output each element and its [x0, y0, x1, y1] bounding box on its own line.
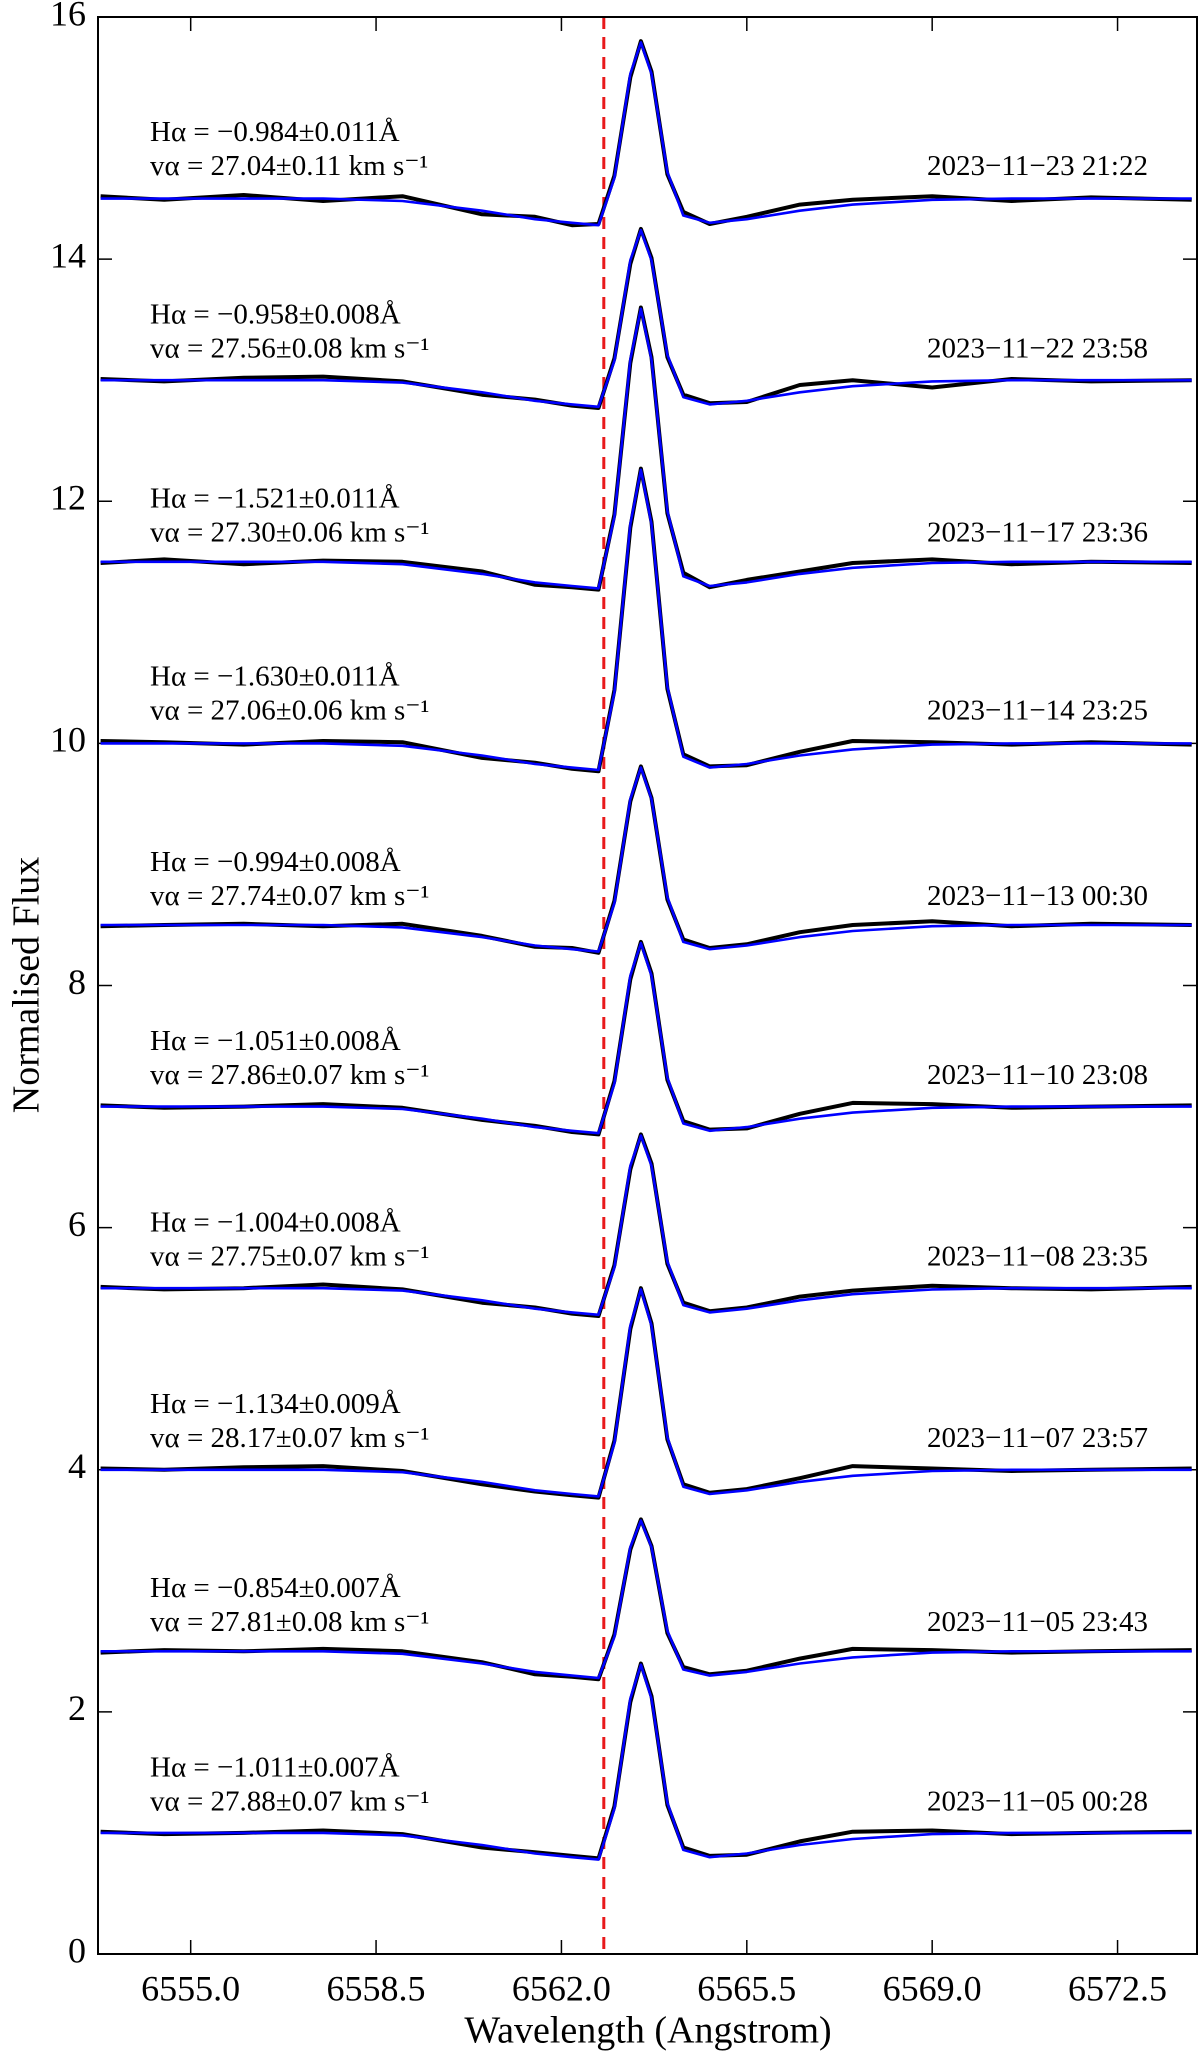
h-alpha-label: Hα = −1.051±0.008Å [150, 1025, 401, 1057]
x-tick-label: 6555.0 [141, 1968, 240, 2008]
model-fit [100, 1288, 1192, 1498]
date-label: 2023−11−14 23:25 [927, 695, 1148, 727]
h-alpha-label: Hα = −1.521±0.011Å [150, 483, 400, 515]
model-fit [100, 1519, 1192, 1680]
date-label: 2023−11−23 21:22 [927, 150, 1148, 182]
v-alpha-label: vα = 27.74±0.07 km s⁻¹ [150, 880, 429, 912]
date-label: 2023−11−07 23:57 [927, 1422, 1148, 1454]
v-alpha-label: vα = 27.86±0.07 km s⁻¹ [150, 1059, 429, 1091]
model-fit [100, 307, 1192, 590]
h-alpha-label: Hα = −1.004±0.008Å [150, 1207, 401, 1239]
y-tick-label: 0 [68, 1930, 86, 1970]
y-tick-label: 14 [50, 235, 86, 275]
model-fit [100, 1663, 1192, 1861]
h-alpha-label: Hα = −0.984±0.011Å [150, 116, 400, 148]
date-label: 2023−11−13 00:30 [927, 880, 1148, 912]
y-tick-label: 4 [68, 1446, 86, 1486]
model-fit [100, 1134, 1192, 1317]
date-label: 2023−11−05 23:43 [927, 1606, 1148, 1638]
y-tick-label: 6 [68, 1204, 86, 1244]
x-axis-label: Wavelength (Angstrom) [464, 2010, 831, 2052]
v-alpha-label: vα = 27.56±0.08 km s⁻¹ [150, 333, 429, 365]
x-tick-label: 6558.5 [327, 1968, 426, 2008]
date-label: 2023−11−17 23:36 [927, 517, 1148, 549]
v-alpha-label: vα = 27.75±0.07 km s⁻¹ [150, 1241, 429, 1273]
y-axis-label: Normalised Flux [6, 857, 48, 1113]
model-fit [100, 468, 1192, 772]
y-tick-label: 10 [50, 720, 86, 760]
h-alpha-label: Hα = −0.958±0.008Å [150, 299, 401, 331]
model-fit [100, 41, 1192, 227]
model-fit [100, 941, 1192, 1135]
h-alpha-label: Hα = −1.630±0.011Å [150, 661, 400, 693]
date-label: 2023−11−05 00:28 [927, 1785, 1148, 1817]
y-tick-label: 2 [68, 1688, 86, 1728]
h-alpha-label: Hα = −0.854±0.007Å [150, 1572, 401, 1604]
v-alpha-label: vα = 27.30±0.06 km s⁻¹ [150, 517, 429, 549]
plot-frame [97, 16, 1198, 1955]
h-alpha-label: Hα = −1.134±0.009Å [150, 1388, 401, 1420]
x-tick-label: 6562.0 [512, 1968, 611, 2008]
x-tick-label: 6569.0 [883, 1968, 982, 2008]
date-label: 2023−11−22 23:58 [927, 333, 1148, 365]
y-tick-label: 8 [68, 962, 86, 1002]
v-alpha-label: vα = 27.06±0.06 km s⁻¹ [150, 695, 429, 727]
x-tick-label: 6572.5 [1068, 1968, 1167, 2008]
h-alpha-label: Hα = −1.011±0.007Å [150, 1751, 400, 1783]
y-tick-label: 12 [50, 478, 86, 518]
h-alpha-label: Hα = −0.994±0.008Å [150, 846, 401, 878]
date-label: 2023−11−08 23:35 [927, 1241, 1148, 1273]
v-alpha-label: vα = 27.81±0.08 km s⁻¹ [150, 1606, 429, 1638]
v-alpha-label: vα = 27.88±0.07 km s⁻¹ [150, 1785, 429, 1817]
x-tick-label: 6565.5 [697, 1968, 796, 2008]
v-alpha-label: vα = 27.04±0.11 km s⁻¹ [150, 150, 428, 182]
model-fit [100, 766, 1192, 953]
y-tick-label: 16 [50, 0, 86, 33]
model-fit [100, 228, 1192, 409]
date-label: 2023−11−10 23:08 [927, 1059, 1148, 1091]
v-alpha-label: vα = 28.17±0.07 km s⁻¹ [150, 1422, 429, 1454]
